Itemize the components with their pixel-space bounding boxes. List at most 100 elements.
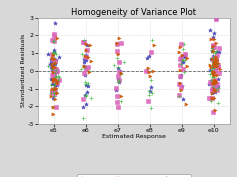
Point: [178, 94, 181, 97]
Point: [117, 70, 121, 73]
Point: [211, 110, 214, 113]
Point: [84, 66, 87, 69]
Point: [211, 51, 214, 54]
Point: [84, 102, 88, 105]
Point: [212, 79, 216, 82]
Point: [214, 50, 218, 53]
Point: [52, 74, 56, 77]
Point: [84, 43, 87, 46]
Point: [81, 98, 85, 101]
Point: [84, 58, 88, 61]
Point: [214, 52, 217, 54]
Point: [217, 71, 221, 74]
Point: [52, 74, 56, 77]
Point: [214, 81, 218, 84]
Point: [51, 66, 55, 69]
Point: [117, 61, 121, 63]
Point: [214, 88, 218, 91]
Point: [51, 68, 55, 71]
Point: [50, 52, 54, 55]
Point: [214, 79, 217, 82]
Point: [116, 67, 120, 70]
Point: [53, 97, 57, 100]
Point: [213, 96, 216, 99]
Point: [117, 79, 121, 81]
Point: [216, 66, 220, 69]
Point: [51, 112, 55, 115]
Point: [208, 83, 211, 85]
Point: [115, 101, 118, 103]
Point: [213, 62, 217, 65]
Point: [149, 51, 153, 53]
Point: [46, 52, 50, 55]
Point: [48, 63, 51, 66]
Point: [181, 59, 185, 62]
Point: [211, 43, 214, 46]
Point: [50, 83, 54, 86]
Point: [178, 46, 182, 49]
Point: [52, 92, 56, 95]
Point: [52, 49, 56, 52]
Point: [212, 87, 216, 90]
Point: [211, 45, 215, 47]
Point: [55, 84, 59, 87]
Point: [218, 51, 221, 54]
Point: [114, 86, 118, 89]
Point: [82, 64, 86, 67]
Point: [148, 90, 152, 92]
Point: [117, 81, 121, 84]
Point: [215, 54, 219, 57]
Point: [211, 36, 215, 39]
Point: [84, 83, 88, 86]
Point: [80, 53, 84, 56]
Point: [178, 82, 182, 85]
Point: [51, 73, 55, 76]
Point: [214, 90, 217, 93]
Point: [212, 57, 216, 60]
Point: [216, 78, 220, 81]
Point: [179, 88, 182, 91]
Point: [53, 68, 56, 71]
Point: [57, 79, 61, 82]
Point: [210, 49, 214, 52]
Point: [212, 71, 215, 74]
Point: [52, 52, 56, 55]
Point: [53, 68, 56, 71]
Point: [50, 95, 53, 98]
Point: [210, 88, 213, 91]
Point: [82, 61, 86, 63]
Point: [52, 74, 56, 77]
Point: [51, 54, 55, 57]
Point: [50, 68, 54, 71]
Point: [213, 68, 217, 71]
Point: [55, 70, 59, 73]
Point: [51, 106, 55, 109]
Point: [52, 58, 55, 61]
Point: [212, 63, 216, 66]
Point: [146, 67, 150, 70]
Point: [86, 82, 90, 85]
Point: [89, 59, 93, 62]
Point: [214, 58, 218, 61]
Point: [213, 87, 217, 89]
Point: [54, 58, 58, 61]
Point: [212, 85, 216, 87]
Point: [216, 85, 220, 88]
Point: [183, 58, 187, 61]
Point: [49, 77, 53, 80]
Point: [183, 52, 187, 55]
Point: [53, 89, 57, 92]
Point: [211, 92, 214, 95]
Point: [213, 81, 217, 84]
Point: [53, 82, 56, 85]
Point: [179, 43, 183, 46]
Point: [52, 35, 56, 38]
Point: [182, 43, 186, 46]
Point: [122, 60, 126, 63]
Point: [114, 88, 118, 91]
Point: [212, 71, 216, 74]
Point: [211, 71, 215, 74]
Point: [51, 105, 55, 108]
Point: [213, 32, 216, 34]
Point: [53, 71, 56, 73]
